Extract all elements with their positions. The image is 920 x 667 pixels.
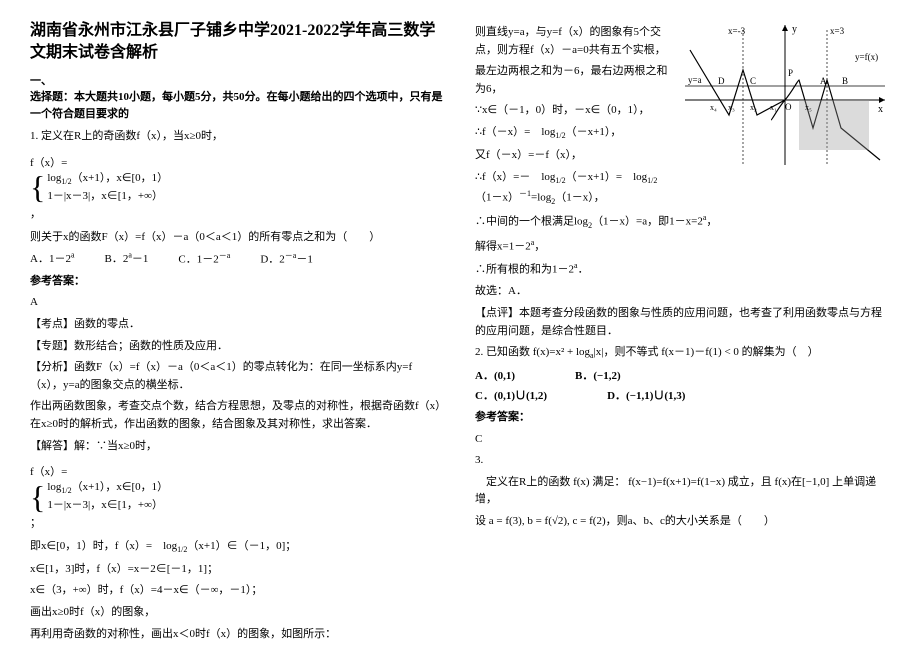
graph-O: O: [785, 102, 792, 112]
jd-case2: 1－|x－3|，x∈[1，+∞）: [47, 497, 168, 514]
graph-B: B: [842, 76, 848, 86]
q1-fenxi-2: 作出两函数图象，考查交点个数，结合方程思想，及零点的对称性，根据奇函数f（x）在…: [30, 398, 445, 433]
doc-title: 湖南省永州市江永县厂子铺乡中学2021-2022学年高三数学文期末试卷含解析: [30, 20, 445, 65]
answer-label: 参考答案：: [30, 273, 445, 291]
q1-fenxi-1: 【分析】函数F（x）=f（x）－a（0＜a＜1）的零点转化为：在同一坐标系内y=…: [30, 359, 445, 394]
semi: ；: [30, 517, 41, 529]
left-brace-2: {: [30, 481, 45, 513]
q1-kaodian: 【考点】函数的零点．: [30, 316, 445, 334]
graph-x-label: x: [878, 104, 883, 115]
jd-case1: log1/2（x+1），x∈[0，1）: [47, 479, 168, 497]
q1-options: A．1－2a B．2a－1 C．1－2－a D．2－a－1: [30, 250, 445, 267]
q3-l1: 定义在R上的函数 f(x) 满足： f(x−1)=f(x+1)=f(1−x) 成…: [475, 474, 890, 509]
q1-jieda-label: 【解答】解：∵当x≥0时，: [30, 438, 445, 456]
graph-xn3: x=-3: [728, 26, 746, 36]
q1-zhuanti: 【专题】数形结合；函数的性质及应用．: [30, 338, 445, 356]
q1-line2: 则关于x的函数F（x）=f（x）－a（0＜a＜1）的所有零点之和为（ ）: [30, 229, 445, 247]
jd-fx-prefix: f（x）=: [30, 466, 67, 478]
comma: ，: [30, 208, 41, 220]
section-desc: 选择题：本大题共10小题，每小题5分，共50分。在每小题给出的四个选项中，只有是…: [30, 91, 443, 120]
graph-x2: x₂: [750, 103, 757, 112]
fx-prefix: f（x）=: [30, 157, 67, 169]
q2-optC: C．(0,1)∪(1,2): [475, 387, 547, 403]
graph-ya-label: y=a: [688, 75, 702, 85]
graph-A: A: [820, 76, 827, 86]
graph-x3t: x₃: [728, 103, 735, 112]
left-brace: {: [30, 171, 45, 203]
graph-D: D: [718, 76, 725, 86]
q2-answer-label: 参考答案：: [475, 409, 890, 427]
q1-case1: log1/2（x+1），x∈[0，1）: [47, 170, 168, 188]
q2-answer: C: [475, 431, 890, 449]
q1-jd-piecewise: f（x）= { log1/2（x+1），x∈[0，1） 1－|x－3|，x∈[1…: [30, 463, 168, 530]
jd-l1: 即x∈[0，1）时，f（x）= log1/2（x+1）∈（－1，0]；: [30, 538, 445, 557]
q1-optB: B．2a－1: [105, 250, 149, 267]
q2-optD: D．(−1,1)∪(1,3): [607, 387, 685, 403]
q1-optD: D．2－a－1: [260, 250, 313, 267]
jd-l5: 再利用奇函数的对称性，画出x＜0时f（x）的图象，如图所示：: [30, 626, 445, 644]
section-num: 一、: [30, 75, 52, 87]
q2-optA: A．(0,1): [475, 367, 515, 383]
q1-piecewise: f（x）= { log1/2（x+1），x∈[0，1） 1－|x－3|，x∈[1…: [30, 154, 168, 221]
graph-yfx-label: y=f(x): [855, 52, 878, 62]
section-heading: 一、 选择题：本大题共10小题，每小题5分，共50分。在每小题给出的四个选项中，…: [30, 73, 445, 123]
jd-l3: x∈（3，+∞）时，f（x）=4－x∈（－∞，－1）；: [30, 582, 445, 600]
q1-stem: 1. 定义在R上的奇函数f（x），当x≥0时，: [30, 128, 445, 146]
graph-x4: x₄: [710, 103, 717, 112]
r10: 故选：A．: [475, 283, 890, 301]
r9: ∴所有根的和为1－2a．: [475, 260, 890, 279]
jd-l2: x∈[1，3]时，f（x）=x－2∈[－1，1]；: [30, 561, 445, 579]
q1-optC: C．1－2－a: [178, 250, 230, 267]
r8: 解得x=1－2a，: [475, 237, 890, 256]
q1-answer: A: [30, 294, 445, 312]
graph-P: P: [788, 68, 793, 78]
q1-case2: 1－|x－3|，x∈[1，+∞）: [47, 188, 168, 205]
function-graph: y x O y=f(x) y=a x=-3 x=3 P A B C D x₄ x…: [680, 20, 890, 170]
r7: ∴中间的一个根满足log2（1－x）=a，即1－x=2a，: [475, 212, 890, 233]
q2-options-row2: C．(0,1)∪(1,2) D．(−1,1)∪(1,3): [475, 387, 890, 403]
q2-stem: 2. 已知函数 f(x)=x² + loga|x|，则不等式 f(x－1)－f(…: [475, 344, 890, 363]
r11-dianping: 【点评】本题考查分段函数的图象与性质的应用问题，也考查了利用函数零点与方程的应用…: [475, 305, 890, 340]
graph-y-label: y: [792, 24, 797, 35]
q1-optA: A．1－2a: [30, 250, 75, 267]
jd-l4: 画出x≥0时f（x）的图象，: [30, 604, 445, 622]
q3-l2: 设 a = f(3), b = f(√2), c = f(2)，则a、b、c的大…: [475, 513, 890, 531]
graph-C: C: [750, 76, 756, 86]
q2-options-row1: A．(0,1) B．(−1,2): [475, 367, 890, 383]
graph-x1: x₁: [770, 103, 777, 112]
r6: ∴f（x）=－ log1/2（－x+1）= log1/2（1－x）－1=log2…: [475, 169, 890, 209]
graph-x5: x₅: [805, 103, 812, 112]
q3-num: 3.: [475, 452, 890, 470]
graph-x3: x=3: [830, 26, 845, 36]
q2-optB: B．(−1,2): [575, 367, 621, 383]
